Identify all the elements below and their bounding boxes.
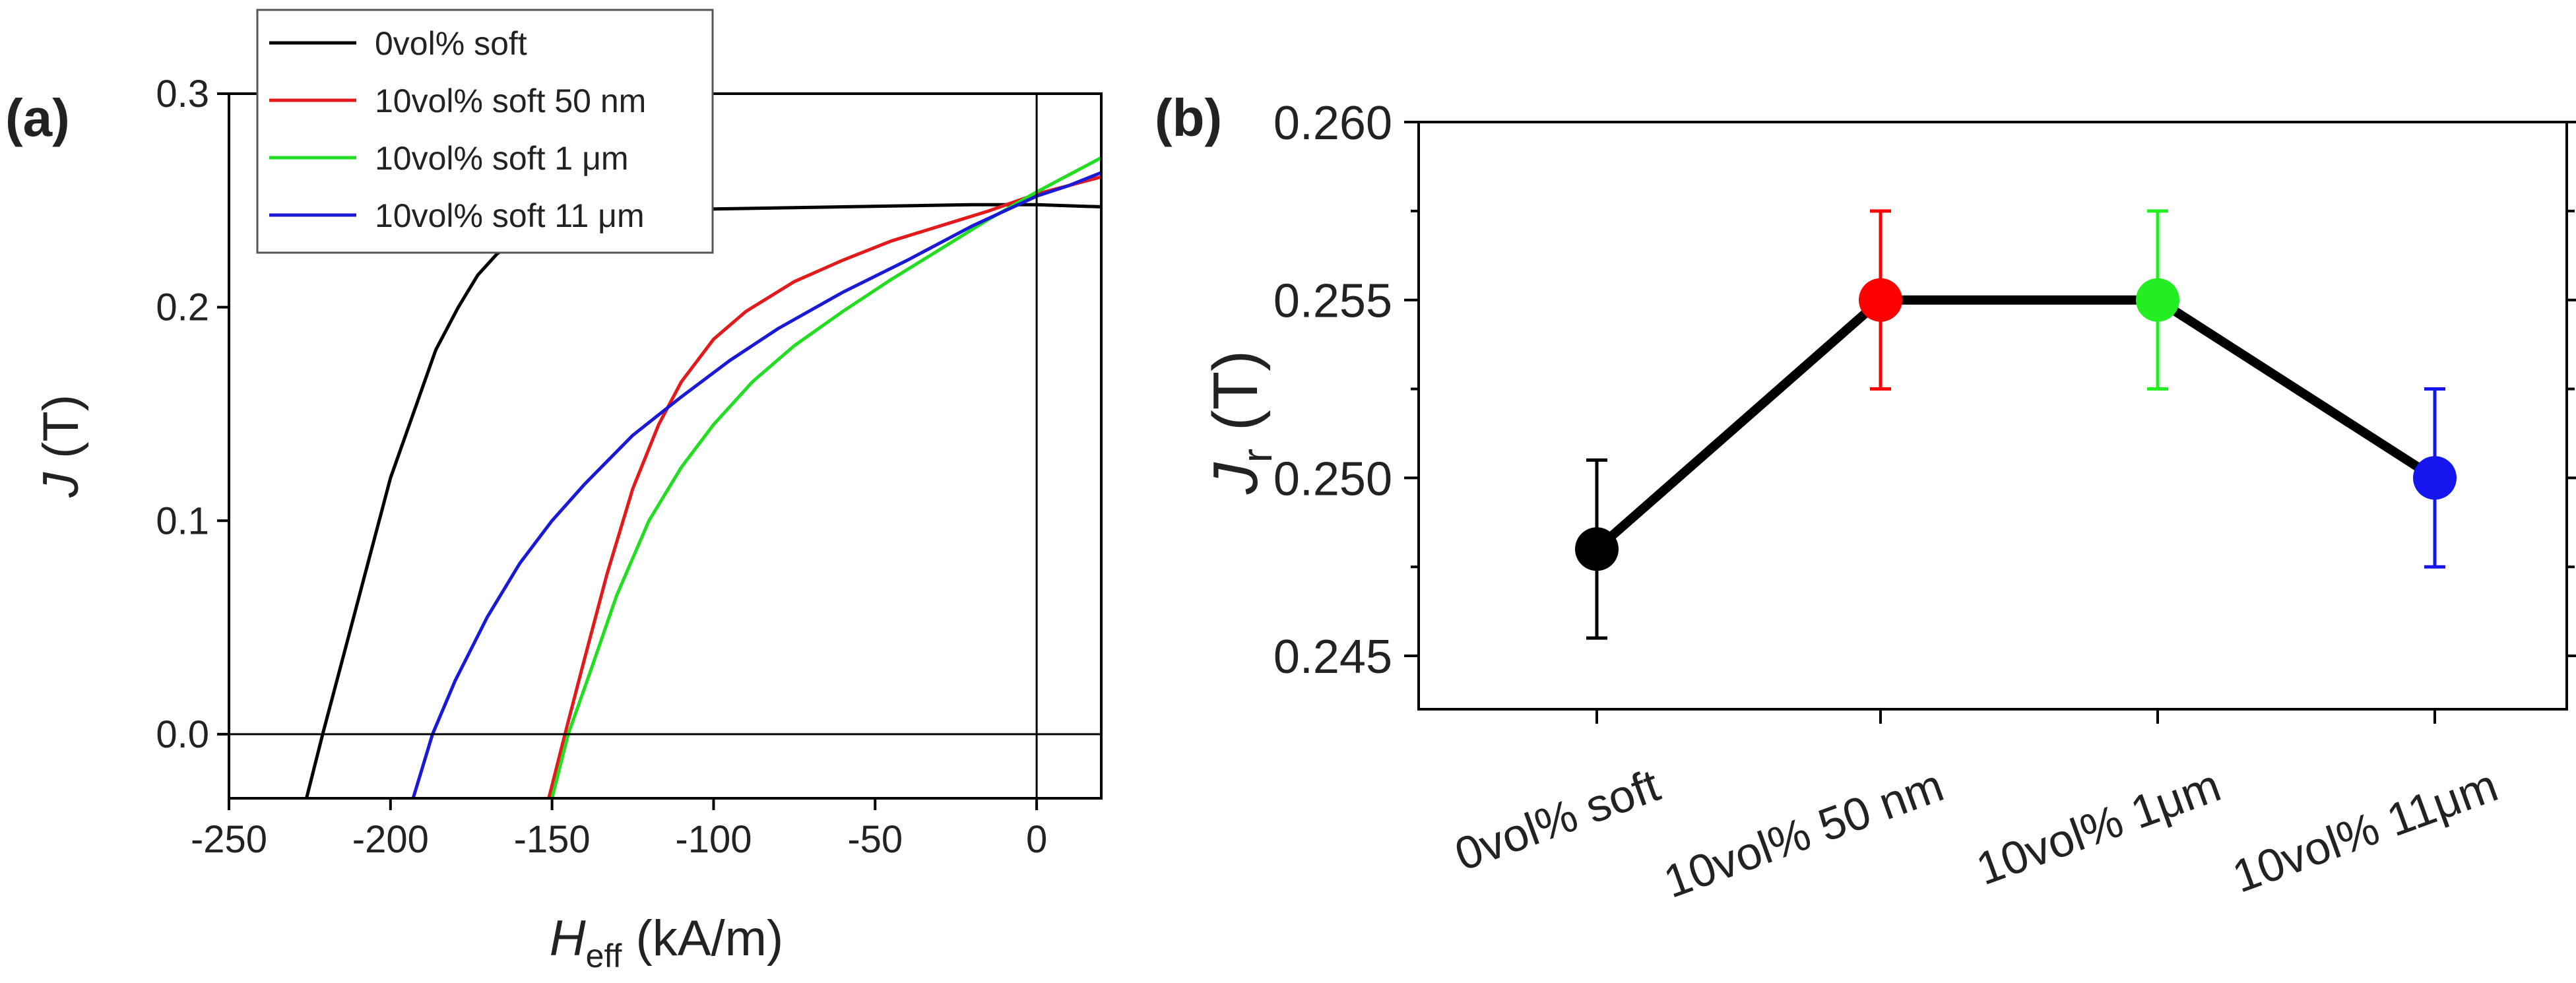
legend-frame — [256, 9, 714, 254]
panel-a-series-layer — [305, 156, 1103, 799]
y-tick-label: 0.260 — [1273, 97, 1392, 150]
legend-label: 10vol% soft 1 μm — [375, 140, 629, 177]
x-tick-label: 0 — [1026, 818, 1047, 861]
panel-b-points — [1575, 209, 2457, 640]
panel-b-plot-frame — [1417, 121, 2568, 711]
panel-b-y-ticks: 0.245 0.250 0.255 0.260 — [1273, 97, 2576, 683]
y-tick-label: 0.0 — [156, 713, 209, 756]
x-tick-label: -50 — [847, 818, 903, 861]
x-tick-label: -150 — [514, 818, 591, 861]
legend-label: 0vol% soft — [375, 25, 527, 62]
panel-b-y-axis-label: Jr (T) — [1200, 350, 1281, 495]
y-tick-label: 0.2 — [156, 286, 209, 329]
connecting-line — [1594, 295, 2437, 553]
panel-a-label: (a) — [5, 88, 70, 147]
legend-label: 10vol% soft 50 nm — [375, 82, 646, 119]
y-tick-label: 0.3 — [156, 73, 209, 115]
x-category-label: 10vol% 50 nm — [1658, 759, 1950, 908]
y-tick-label: 0.250 — [1273, 453, 1392, 505]
panel-a-legend: 0vol% soft 10vol% soft 50 nm 10vol% soft 1… — [256, 9, 714, 254]
x-category-label: 10vol% 1μm — [1970, 759, 2227, 895]
data-point — [2136, 278, 2179, 322]
panel-a-x-axis-label: Heff (kA/m) — [550, 910, 783, 974]
x-category-label: 10vol% 11μm — [2226, 759, 2504, 903]
y-tick-label: 0.1 — [156, 499, 209, 542]
panel-a-y-ticks: 0.0 0.1 0.2 0.3 — [156, 73, 229, 756]
series-line-2 — [550, 156, 1103, 799]
y-tick-label: 0.245 — [1273, 631, 1392, 683]
data-point — [2413, 456, 2457, 500]
series-line-3 — [411, 171, 1102, 799]
x-tick-label: -200 — [352, 818, 429, 861]
panel-a: (a) -250 -200 -150 -100 -50 0 0.0 0.1 0.2 0.3 J … — [5, 9, 1103, 974]
x-category-label: 0vol% soft — [1448, 759, 1666, 881]
data-point — [1859, 278, 1902, 322]
x-tick-label: -100 — [675, 818, 752, 861]
panel-b-label: (b) — [1155, 88, 1222, 147]
legend-label: 10vol% soft 11 μm — [375, 197, 645, 234]
series-line-1 — [547, 175, 1102, 799]
data-point — [1575, 527, 1619, 571]
x-tick-label: -250 — [191, 818, 267, 861]
y-tick-label: 0.255 — [1273, 275, 1392, 328]
panel-b-connecting-line — [1594, 295, 2437, 553]
panel-a-x-ticks: -250 -200 -150 -100 -50 0 — [191, 798, 1047, 861]
panel-a-y-axis-label: J (T) — [33, 395, 89, 498]
series-line-0 — [305, 203, 1102, 799]
